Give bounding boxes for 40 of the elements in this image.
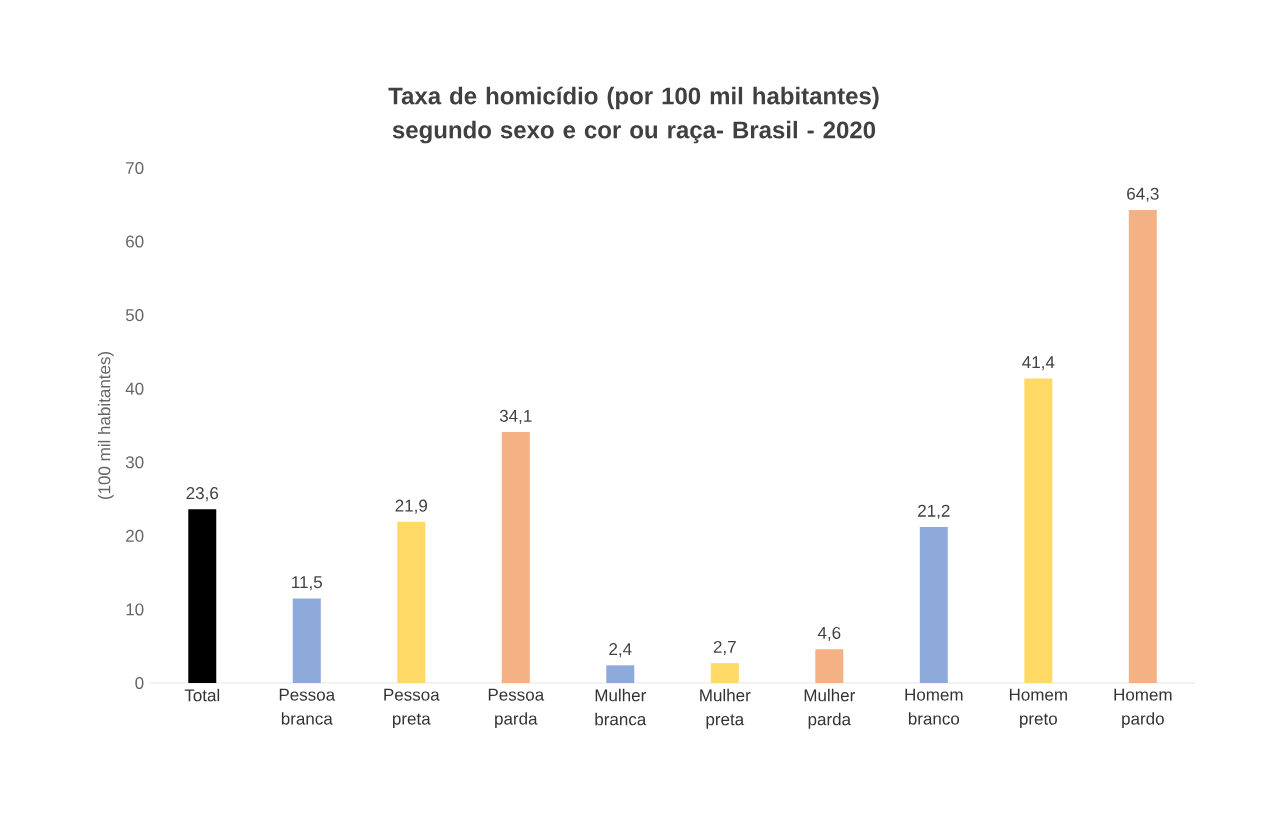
y-tick-label: 0 [135, 676, 144, 690]
x-tick-label: Homem pardo [1114, 688, 1172, 729]
data-label: 23,6 [186, 487, 219, 502]
y-tick-label: 30 [125, 456, 144, 469]
x-tick-label: Total [184, 688, 220, 702]
x-tick-label: Pessoa parda [488, 688, 545, 729]
y-axis-title: (100 mil habitantes) [97, 351, 114, 500]
bar [501, 432, 530, 683]
data-label: 21,2 [918, 504, 950, 519]
y-tick-label: 50 [125, 309, 144, 322]
data-label: 34,1 [499, 409, 532, 424]
x-tick-label: Pessoa branca [279, 688, 336, 725]
x-tick-label: Homem preto [1009, 688, 1067, 729]
x-tick-label: Homem branco [905, 688, 963, 725]
x-tick-label: Mulher preta [700, 688, 751, 729]
data-label: 4,6 [817, 626, 841, 641]
x-tick-label: Pessoa preta [384, 688, 440, 729]
bar [606, 665, 635, 683]
data-label: 64,3 [1127, 187, 1159, 202]
bar [397, 521, 426, 683]
chart-title: Taxa de homicídio (por 100 mil habitantes) segundo sexo e cor ou raça- Brasil - 2020 [388, 86, 879, 144]
data-label: 41,4 [1022, 356, 1055, 371]
data-label: 2,7 [713, 640, 736, 655]
y-tick-label: 70 [126, 161, 144, 175]
data-label: 21,9 [395, 499, 428, 514]
bar [1024, 378, 1053, 683]
x-tick-label: Mulher parda [804, 688, 855, 729]
x-tick-label: Mulher branca [595, 688, 647, 726]
data-label: 2,4 [609, 643, 632, 658]
y-tick-label: 40 [125, 382, 144, 395]
bar [919, 527, 948, 683]
y-tick-label: 10 [126, 603, 144, 616]
bar [815, 649, 844, 683]
bar [292, 598, 321, 683]
y-tick-label: 20 [126, 529, 144, 542]
bar [1128, 209, 1157, 683]
bar [710, 663, 739, 683]
y-tick-label: 60 [126, 235, 144, 248]
bar [188, 509, 217, 683]
data-label: 11,5 [292, 576, 322, 591]
